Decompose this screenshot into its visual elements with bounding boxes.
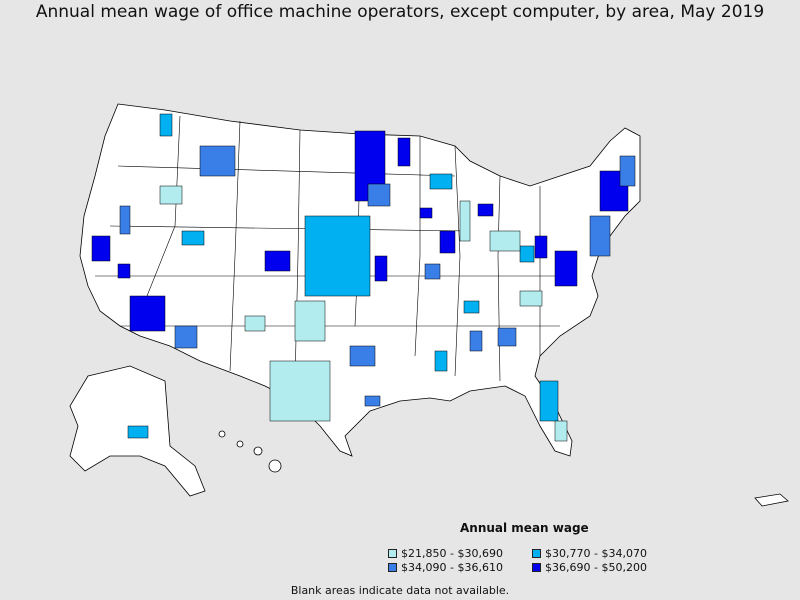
hawaii bbox=[218, 430, 282, 473]
legend-item-3: $34,090 - $36,610 bbox=[388, 561, 503, 574]
legend-item-4: $36,690 - $50,200 bbox=[532, 561, 647, 574]
us-wage-map bbox=[69, 103, 789, 507]
legend-label-1: $21,850 - $30,690 bbox=[401, 547, 503, 560]
legend-swatch-3 bbox=[388, 563, 397, 572]
legend-swatch-1 bbox=[388, 549, 397, 558]
legend-label-3: $34,090 - $36,610 bbox=[401, 561, 503, 574]
legend-label-4: $36,690 - $50,200 bbox=[545, 561, 647, 574]
legend-swatch-4 bbox=[532, 563, 541, 572]
shaded-areas bbox=[91, 113, 636, 442]
legend-swatch-2 bbox=[532, 549, 541, 558]
footnote: Blank areas indicate data not available. bbox=[290, 584, 510, 597]
legend-item-1: $21,850 - $30,690 bbox=[388, 547, 503, 560]
legend-item-2: $30,770 - $34,070 bbox=[532, 547, 647, 560]
legend-title: Annual mean wage bbox=[460, 521, 589, 535]
legend-label-2: $30,770 - $34,070 bbox=[545, 547, 647, 560]
map-title: Annual mean wage of office machine opera… bbox=[35, 2, 765, 22]
puerto-rico bbox=[754, 493, 789, 507]
